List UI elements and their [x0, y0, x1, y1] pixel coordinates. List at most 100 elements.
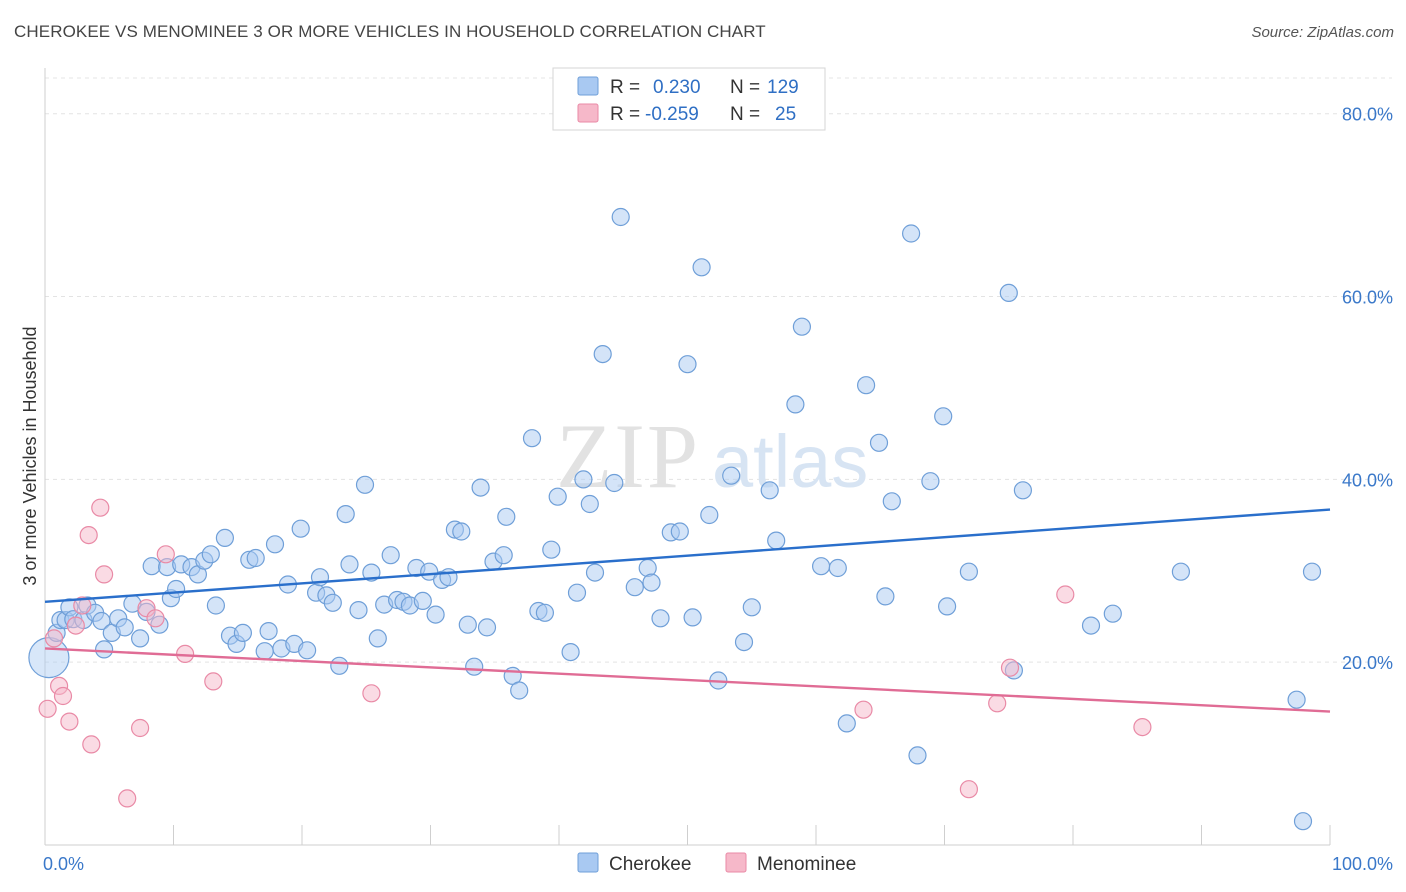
cherokee-point [856, 376, 876, 395]
cherokee-point [611, 207, 630, 227]
cherokee-point [291, 519, 310, 538]
menominee-point [362, 684, 381, 703]
cherokee-point [233, 623, 252, 643]
cherokee-point [1287, 690, 1306, 709]
y-tick-label-1: 40.0% [1342, 470, 1393, 490]
cherokee-point [742, 598, 761, 617]
menominee-point [1133, 717, 1152, 737]
cherokee-point [1171, 562, 1191, 581]
cherokee-point [323, 593, 342, 612]
menominee-point [1056, 585, 1075, 604]
cherokee-point [215, 528, 234, 548]
cherokee-point [700, 505, 719, 525]
cherokee-point [1081, 616, 1101, 635]
cherokee-point [1302, 562, 1322, 581]
legend-n-label-2: N = [730, 104, 760, 125]
watermark-zip: ZIP [556, 405, 700, 507]
data-points [28, 207, 1322, 831]
series-legend: Cherokee Menominee [577, 852, 856, 875]
cherokee-point [574, 470, 593, 489]
legend-swatch-cherokee [577, 76, 599, 96]
cherokee-point [368, 629, 387, 648]
menominee-trend-line [44, 647, 1331, 713]
cherokee-point [722, 466, 741, 485]
cherokee-point [522, 429, 542, 448]
cherokee-point [206, 596, 225, 615]
cherokee-point [959, 562, 979, 581]
cherokee-point [934, 407, 953, 426]
cherokee-point [882, 492, 901, 511]
cherokee-point [548, 487, 567, 506]
cherokee-point [330, 656, 349, 675]
cherokee-point [1013, 481, 1033, 500]
cherokee-point [142, 557, 161, 576]
cherokee-point [585, 563, 605, 582]
menominee-point [131, 718, 150, 738]
cherokee-point [760, 481, 779, 500]
cherokee-point [298, 641, 317, 660]
cherokee-point [477, 618, 497, 637]
legend-r-label-1: R = [610, 77, 640, 98]
cherokee-point [355, 475, 375, 494]
bottom-legend-swatch-cherokee [577, 852, 599, 873]
menominee-point [79, 525, 98, 545]
menominee-point [38, 699, 57, 718]
cherokee-point [561, 642, 580, 662]
cherokee-point [259, 621, 278, 641]
y-tick-label-3: 80.0% [1342, 105, 1393, 125]
cherokee-point [167, 579, 186, 599]
cherokee-point [869, 433, 889, 452]
cherokee-point [1293, 812, 1313, 831]
cherokee-point [1103, 604, 1122, 623]
y-tick-labels: 20.0% 40.0% 60.0% 80.0% [1342, 105, 1393, 673]
cherokee-point [497, 507, 516, 526]
chart-title: CHEROKEE VS MENOMINEE 3 OR MORE VEHICLES… [14, 22, 766, 41]
watermark-atlas: atlas [712, 420, 868, 503]
menominee-point [44, 629, 64, 648]
cherokee-point [734, 632, 754, 652]
cherokee-point [786, 395, 805, 414]
bottom-legend-menominee: Menominee [757, 854, 856, 875]
legend-n-value-2: 25 [775, 104, 796, 125]
menominee-point [146, 609, 165, 628]
cherokee-point [876, 587, 895, 606]
menominee-point [988, 694, 1007, 713]
cherokee-point [901, 224, 921, 243]
legend-n-value-1: 129 [767, 77, 799, 98]
cherokee-point [683, 608, 702, 627]
menominee-point [82, 735, 101, 754]
cherokee-point [580, 494, 599, 514]
cherokee-point [567, 583, 587, 602]
source-label: Source: ZipAtlas.com [1251, 24, 1394, 41]
cherokee-point [535, 603, 555, 622]
y-axis-title: 3 or more Vehicles in Household [20, 326, 40, 585]
cherokee-point [265, 535, 285, 554]
legend-r-value-1: 0.230 [653, 77, 701, 98]
cherokee-point [811, 557, 831, 576]
menominee-point [53, 686, 73, 706]
cherokee-point [767, 531, 786, 550]
cherokee-point [426, 605, 445, 624]
cherokee-point [381, 546, 400, 565]
menominee-point [1000, 658, 1020, 677]
menominee-point [204, 672, 223, 691]
cherokee-point [131, 629, 150, 648]
menominee-point [60, 712, 79, 731]
cherokee-point [201, 545, 220, 564]
cherokee-trend-line [44, 508, 1331, 604]
cherokee-point [937, 597, 957, 616]
cherokee-point [115, 618, 134, 637]
cherokee-point [642, 573, 661, 592]
cherokee-point [420, 562, 439, 581]
grid-lines [45, 77, 1392, 663]
legend-r-value-2: -0.259 [645, 104, 699, 125]
legend-n-label-1: N = [730, 77, 760, 98]
cherokee-point [458, 615, 477, 634]
cherokee-point [605, 473, 624, 493]
legend-swatch-menominee [577, 103, 599, 123]
cherokee-point [349, 600, 368, 620]
menominee-point [73, 596, 92, 615]
cherokee-point [452, 522, 471, 541]
menominee-point [66, 616, 85, 635]
